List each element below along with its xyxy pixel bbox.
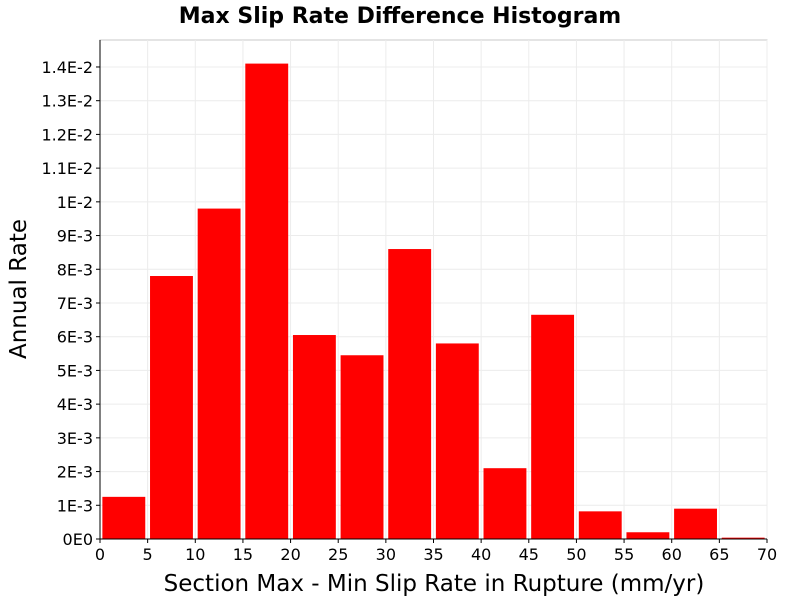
y-tick-label: 2E-3 bbox=[57, 463, 93, 482]
x-tick-label: 0 bbox=[95, 545, 105, 564]
y-tick-label: 3E-3 bbox=[57, 429, 93, 448]
histogram-bar bbox=[197, 208, 241, 539]
y-axis-ticks: 0E0 1E-3 2E-3 3E-3 4E-3 5E-3 6E-3 7E-3 8E-3 9E-3 1… bbox=[41, 58, 100, 549]
histogram-bar bbox=[674, 508, 717, 539]
x-tick-label: 45 bbox=[519, 545, 539, 564]
y-tick-label: 1E-3 bbox=[57, 496, 93, 515]
histogram-bar bbox=[292, 335, 336, 539]
histogram-bar bbox=[245, 63, 289, 539]
plot-area bbox=[99, 39, 768, 540]
histogram-bar bbox=[578, 511, 622, 539]
x-tick-label: 40 bbox=[471, 545, 491, 564]
histogram-bar bbox=[721, 537, 765, 539]
histogram-bar bbox=[531, 314, 575, 539]
y-tick-label: 8E-3 bbox=[57, 260, 93, 279]
y-tick-label: 1.2E-2 bbox=[41, 125, 93, 144]
x-tick-label: 15 bbox=[233, 545, 253, 564]
histogram-bar bbox=[388, 249, 432, 540]
y-tick-label: 7E-3 bbox=[57, 294, 93, 313]
x-axis-ticks: 0 5 10 15 20 25 30 35 40 45 50 55 60 65 70 bbox=[95, 539, 777, 564]
y-tick-label: 1E-2 bbox=[57, 193, 93, 212]
x-tick-label: 20 bbox=[280, 545, 300, 564]
y-axis-label: Annual Rate bbox=[6, 219, 32, 359]
x-tick-label: 5 bbox=[143, 545, 153, 564]
y-tick-label: 6E-3 bbox=[57, 328, 93, 347]
y-tick-label: 1.3E-2 bbox=[41, 92, 93, 111]
y-tick-label: 1.4E-2 bbox=[41, 58, 93, 77]
histogram-bar bbox=[150, 276, 193, 539]
histogram-bar bbox=[340, 355, 384, 539]
x-tick-label: 65 bbox=[709, 545, 729, 564]
x-axis-label: Section Max - Min Slip Rate in Rupture (… bbox=[164, 571, 705, 597]
x-tick-label: 50 bbox=[566, 545, 586, 564]
bars bbox=[102, 63, 765, 540]
histogram-bar bbox=[102, 496, 146, 539]
histogram-bar bbox=[626, 532, 670, 539]
y-tick-label: 4E-3 bbox=[57, 395, 93, 414]
y-tick-label: 5E-3 bbox=[57, 361, 93, 380]
histogram-bar bbox=[435, 343, 479, 539]
x-tick-label: 60 bbox=[662, 545, 682, 564]
x-tick-label: 25 bbox=[328, 545, 348, 564]
x-tick-label: 55 bbox=[614, 545, 634, 564]
y-tick-label: 0E0 bbox=[63, 530, 93, 549]
x-tick-label: 70 bbox=[757, 545, 777, 564]
y-tick-label: 9E-3 bbox=[57, 227, 93, 246]
chart-title: Max Slip Rate Difference Histogram bbox=[179, 4, 621, 29]
x-tick-label: 10 bbox=[185, 545, 205, 564]
y-tick-label: 1.1E-2 bbox=[41, 159, 93, 178]
x-tick-label: 30 bbox=[376, 545, 396, 564]
histogram-bar bbox=[483, 468, 527, 539]
x-tick-label: 35 bbox=[423, 545, 443, 564]
